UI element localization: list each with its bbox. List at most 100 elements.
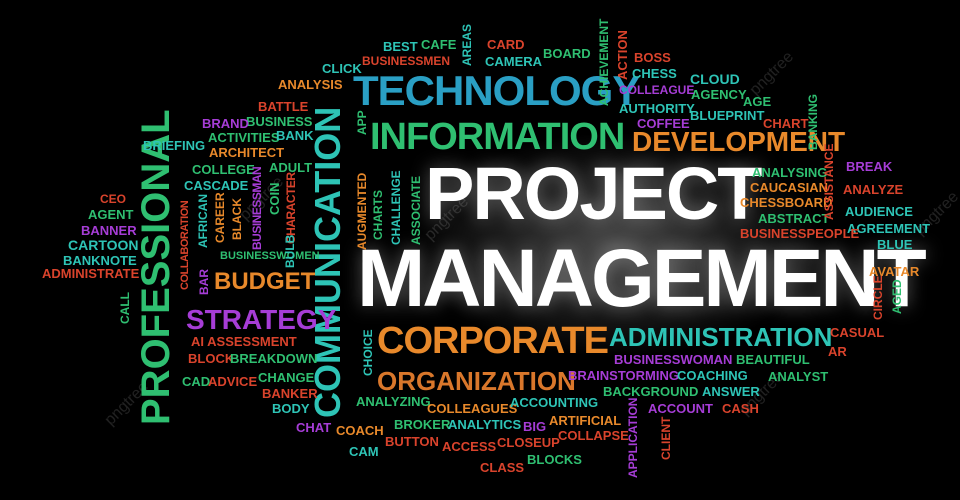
word-information: INFORMATION (370, 116, 625, 158)
word-beautiful: BEAUTIFUL (736, 352, 810, 367)
word-brainstorming: BRAINSTORMING (568, 368, 679, 383)
word-background: BACKGROUND (603, 384, 699, 399)
word-cartoon: CARTOON (68, 237, 139, 253)
word-abstract: ABSTRACT (758, 211, 830, 226)
word-break: BREAK (846, 159, 893, 174)
word-colleague: COLLEAGUE (619, 83, 695, 97)
word-cam: CAM (349, 444, 379, 459)
word-areas: AREAS (460, 23, 474, 66)
word-coffee: COFFEE (637, 116, 690, 131)
word-briefing: BRIEFING (143, 138, 206, 153)
word-chessboard: CHESSBOARD (740, 195, 833, 210)
word-analyze: ANALYZE (843, 182, 904, 197)
word-chart: CHART (763, 116, 809, 131)
word-application: APPLICATION (626, 397, 640, 478)
word-class: CLASS (480, 460, 525, 475)
word-bulb: BULB (283, 234, 297, 268)
word-cash: CASH (722, 401, 759, 416)
word-businesswomen-h: BUSINESSWOMEN (220, 250, 320, 262)
word-communication: COMMUNICATION (307, 106, 348, 418)
word-call: CALL (118, 292, 132, 324)
word-authority: AUTHORITY (619, 101, 695, 116)
word-adult: ADULT (269, 160, 313, 175)
word-activities: ACTIVITIES (208, 130, 280, 145)
word-closeup: CLOSEUP (497, 435, 560, 450)
word-corporate: CORPORATE (377, 320, 609, 362)
word-career: CAREER (213, 192, 227, 243)
word-charts: CHARTS (371, 190, 385, 240)
word-blocks: BLOCKS (527, 452, 582, 467)
word-client: CLIENT (659, 416, 673, 460)
word-avatar: AVATAR (869, 264, 920, 279)
word-choice: CHOICE (361, 329, 375, 376)
word-agreement: AGREEMENT (847, 221, 931, 236)
word-businesspeople: BUSINESSPEOPLE (740, 226, 860, 241)
word-broker: BROKER (394, 417, 451, 432)
word-coaching: COACHING (677, 368, 748, 383)
word-agent: AGENT (88, 207, 134, 222)
word-project: PROJECT (425, 152, 763, 235)
word-cad: CAD (182, 374, 211, 389)
word-banker: BANKER (262, 386, 318, 401)
word-button: BUTTON (385, 434, 439, 449)
word-aged: AGED (890, 279, 904, 314)
word-strategy: STRATEGY (186, 304, 337, 335)
word-action: ACTION (615, 30, 630, 80)
word-bar: BAR (197, 269, 211, 295)
word-architect: ARCHITECT (209, 145, 285, 160)
word-audience: AUDIENCE (845, 204, 913, 219)
word-app: APP (355, 110, 369, 135)
word-coin: COIN (267, 182, 282, 216)
word-circle: CIRCLE (871, 275, 885, 320)
word-blueprint: BLUEPRINT (690, 108, 765, 123)
word-agency: AGENCY (691, 87, 747, 102)
watermark: pngtree (746, 48, 797, 99)
word-ai-assessment: AI ASSESSMENT (191, 334, 297, 349)
word-artificial: ARTIFICIAL (549, 413, 622, 428)
word-analysis: ANALYSIS (278, 77, 343, 92)
word-business: BUSINESS (246, 114, 313, 129)
word-analyzing: ANALYZING (356, 394, 431, 409)
word-ceo: CEO (100, 192, 127, 206)
word-college: COLLEGE (192, 162, 255, 177)
word-breakdown: BREAKDOWN (230, 351, 318, 366)
word-casual: CASUAL (830, 325, 885, 340)
word-card: CARD (487, 37, 525, 52)
word-big: BIG (523, 419, 547, 434)
word-analyst: ANALYST (768, 369, 829, 384)
word-colleagues: COLLEAGUES (427, 401, 518, 416)
word-change: CHANGE (258, 370, 315, 385)
word-cascade: CASCADE (184, 178, 249, 193)
word-block: BLOCK (188, 351, 235, 366)
word-collaboration: COLLABORATION (179, 200, 191, 290)
word-account: ACCOUNT (648, 401, 713, 416)
word-collapse: COLLAPSE (558, 428, 629, 443)
word-development: DEVELOPMENT (632, 126, 846, 157)
word-ar: AR (828, 344, 847, 359)
word-organization: ORGANIZATION (377, 366, 576, 396)
word-budget: BUDGET (214, 268, 316, 295)
word-brand: BRAND (202, 116, 249, 131)
word-administrate: ADMINISTRATE (42, 266, 140, 281)
word-analytics: ANALYTICS (448, 417, 522, 432)
word-chess: CHESS (632, 66, 677, 81)
word-augmented: AUGMENTED (355, 172, 369, 250)
word-achievement: ACHIEVEMENT (597, 18, 611, 106)
word-banknote: BANKNOTE (63, 253, 137, 268)
word-businesswoman: BUSINESSWOMAN (614, 352, 733, 367)
word-businessman: BUSINESSMAN (250, 166, 264, 250)
word-best: BEST (383, 39, 418, 54)
word-age: AGE (743, 94, 772, 109)
word-body: BODY (272, 401, 310, 416)
word-camera: CAMERA (485, 54, 543, 69)
word-technology: TECHNOLOGY (353, 67, 640, 114)
word-cloud: CLOUD (690, 71, 740, 87)
word-assistance: ASSISTANCE (822, 143, 836, 220)
word-black: BLACK (230, 198, 244, 240)
word-management: MANAGEMENT (357, 233, 927, 324)
word-battle: BATTLE (258, 99, 309, 114)
word-coach: COACH (336, 423, 384, 438)
word-professional: PROFESSIONAL (134, 109, 178, 425)
word-associate: ASSOCIATE (409, 175, 423, 245)
